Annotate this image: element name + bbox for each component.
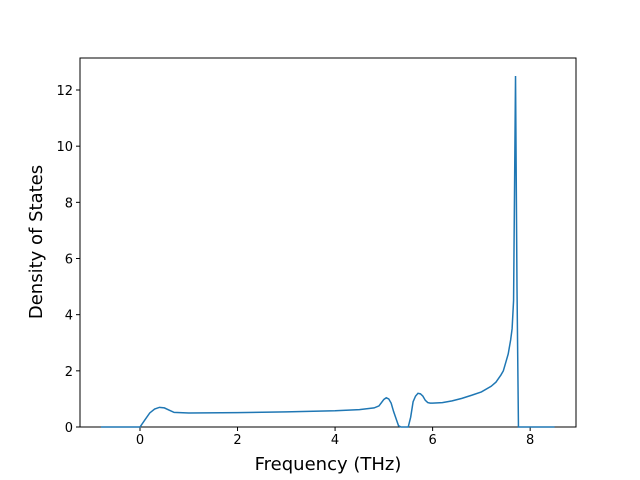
y-tick-label: 8 [65,196,73,211]
y-tick-label: 0 [65,421,73,436]
x-tick-label: 6 [428,433,436,448]
x-tick-label: 2 [233,433,241,448]
y-tick-label: 6 [65,253,73,268]
plot-frame [79,57,577,428]
y-tick-label: 10 [56,140,73,155]
x-tick-label: 0 [136,433,144,448]
y-tick-label: 4 [65,309,73,324]
x-tick-label: 4 [331,433,339,448]
y-tick-label: 2 [65,365,73,380]
y-axis-label: Density of States [26,165,47,319]
x-tick-label: 8 [526,433,534,448]
y-tick-label: 12 [56,84,73,99]
series-line [100,75,555,428]
x-axis-label: Frequency (THz) [255,454,402,475]
